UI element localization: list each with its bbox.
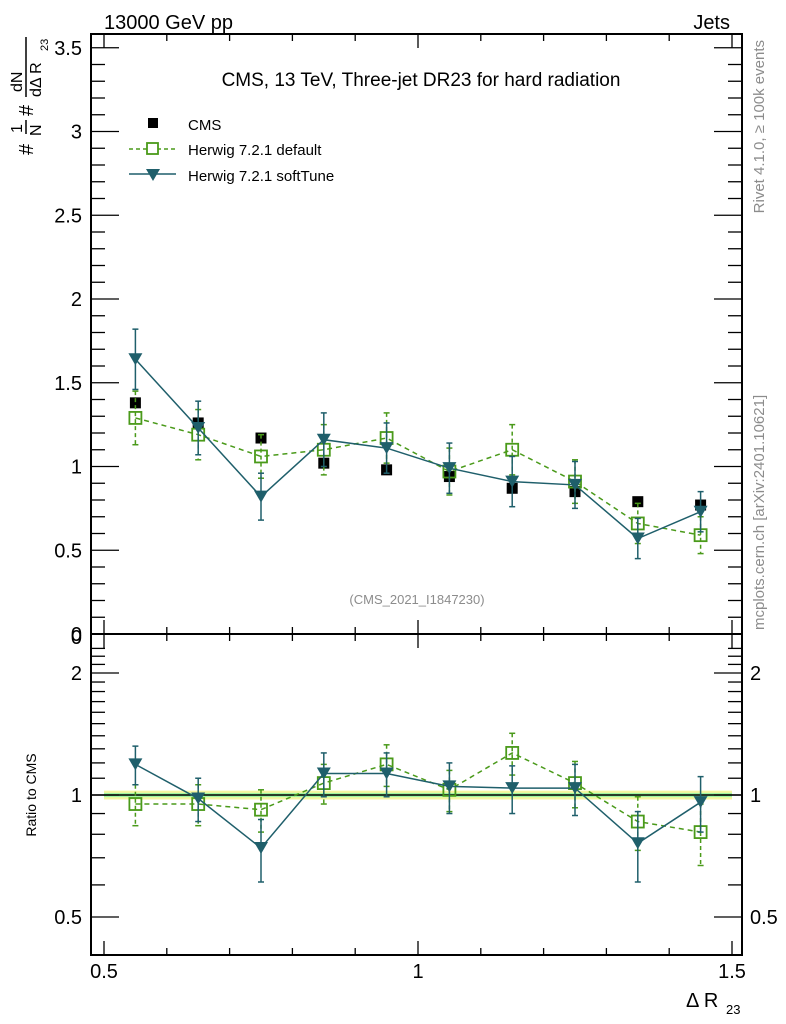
ratio-y-axis-label: Ratio to CMS	[23, 753, 39, 836]
series-cms	[129, 397, 707, 511]
data-point	[568, 478, 582, 491]
data-point	[379, 442, 394, 455]
legend: CMS Herwig 7.2.1 default Herwig 7.2.1 so…	[129, 117, 334, 185]
legend-label-default: Herwig 7.2.1 default	[188, 142, 322, 159]
series-herwig-7-2-1-softtune	[128, 328, 708, 560]
x-tick-label: 1	[412, 961, 423, 983]
ylabel-dN: dN	[9, 72, 26, 92]
xlabel-main: Δ R	[686, 990, 718, 1012]
data-point	[254, 841, 268, 854]
header-right-label: Jets	[693, 12, 730, 34]
data-point	[128, 797, 143, 811]
chart-title: CMS, 13 TeV, Three-jet DR23 for hard rad…	[222, 70, 621, 91]
data-point	[568, 782, 582, 795]
data-point	[128, 758, 143, 771]
x-tick-label: 1.5	[718, 961, 746, 983]
y-tick-label: 1.5	[54, 373, 82, 395]
data-point	[442, 780, 457, 793]
ylabel-one: 1	[9, 124, 26, 133]
series-herwig-7-2-1-default	[128, 390, 708, 555]
main-y-axis-label: # 1 N # dN dΔ R 23	[9, 37, 51, 155]
data-point	[693, 796, 708, 809]
ratio-y-tick-label-right: 2	[750, 663, 761, 685]
data-point	[693, 505, 708, 518]
data-point	[128, 353, 143, 366]
legend-item-default: Herwig 7.2.1 default	[129, 142, 322, 159]
series-line	[135, 763, 702, 850]
data-point	[316, 433, 331, 446]
legend-label-softtune: Herwig 7.2.1 softTune	[188, 168, 334, 185]
y-tick-label: 0.5	[54, 540, 82, 562]
ratio-y-tick-label: 1	[71, 785, 82, 807]
ratio-y-tick-label: 2	[71, 663, 82, 685]
y-tick-label: 3	[71, 122, 82, 144]
data-point	[128, 411, 143, 425]
data-point	[379, 767, 394, 780]
y-tick-label: 3.5	[54, 38, 82, 60]
y-tick-label: 0	[71, 624, 82, 646]
rivet-version-label: Rivet 4.1.0, ≥ 100k events	[751, 40, 768, 213]
mcplots-label: mcplots.cern.ch [arXiv:2401.10621]	[751, 395, 768, 630]
ylabel-N: N	[28, 124, 45, 136]
series-line	[135, 752, 701, 833]
ylabel-sub: 23	[39, 39, 51, 51]
legend-label-cms: CMS	[188, 117, 221, 134]
legend-item-softtune: Herwig 7.2.1 softTune	[129, 168, 334, 185]
y-tick-label: 2.5	[54, 205, 82, 227]
analysis-id-label: (CMS_2021_I1847230)	[349, 592, 484, 607]
legend-marker-softtune	[146, 169, 160, 181]
data-point	[254, 802, 268, 817]
legend-item-cms: CMS	[148, 117, 221, 134]
ylabel-hash-1: #	[16, 143, 38, 155]
data-point	[129, 397, 141, 409]
ylabel-dDR: dΔ R	[28, 62, 45, 97]
x-axis-label: Δ R 23	[686, 990, 740, 1017]
data-point	[630, 837, 645, 850]
y-tick-label: 1	[71, 457, 82, 479]
x-tick-label: 0.5	[90, 961, 118, 983]
series-line	[134, 358, 701, 540]
ratio-y-tick-label: 0.5	[54, 907, 82, 929]
ratio-panel: 0.5 1 1.5 0.5 0.5 1 1 2 2	[54, 633, 778, 983]
data-point	[632, 496, 644, 508]
data-point	[191, 792, 206, 805]
ratio-y-tick-label-right: 0.5	[750, 907, 778, 929]
series-line	[135, 417, 701, 536]
data-point	[442, 462, 457, 475]
y-tick-label: 2	[71, 289, 82, 311]
data-point	[254, 449, 268, 464]
ratio-y-tick-label-right: 1	[750, 785, 761, 807]
y-tick-label-zero-clipped: 0	[71, 627, 82, 649]
legend-marker-cms	[148, 118, 158, 128]
data-point	[505, 782, 520, 795]
xlabel-sub: 23	[726, 1002, 740, 1017]
series-herwig-7-2-1-softtune	[128, 745, 708, 883]
legend-marker-default	[146, 142, 159, 155]
data-point	[505, 746, 520, 760]
ylabel-hash-2: #	[16, 104, 38, 116]
data-point	[316, 767, 331, 780]
data-point	[505, 475, 520, 488]
data-point	[630, 532, 645, 545]
data-point	[254, 490, 268, 503]
data-point	[191, 421, 206, 434]
header-left-label: 13000 GeV pp	[104, 12, 233, 34]
